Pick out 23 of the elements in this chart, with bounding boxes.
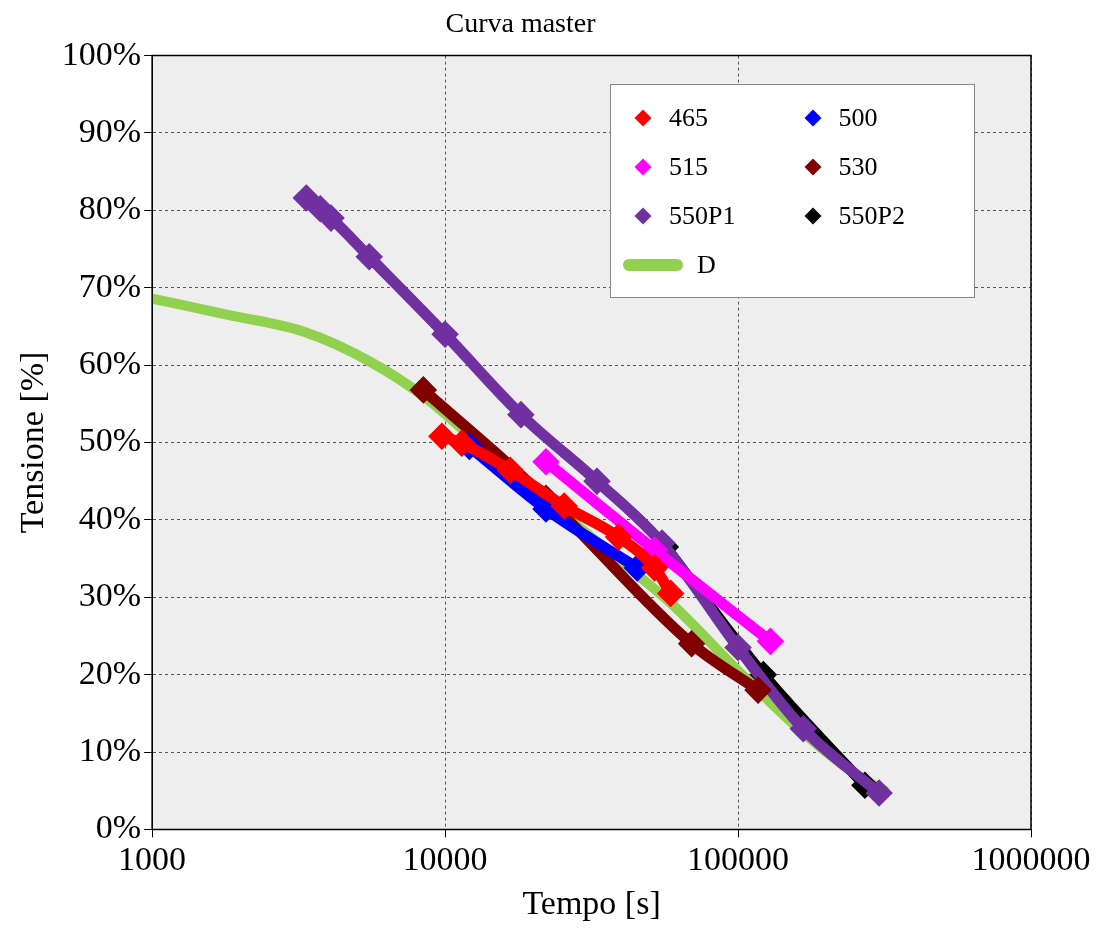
y-tick-label: 50% xyxy=(78,421,142,459)
legend-label: 550P2 xyxy=(838,200,905,231)
y-tick-label: 80% xyxy=(78,189,142,227)
legend-label: 500 xyxy=(838,102,878,133)
legend-label: 530 xyxy=(838,151,878,182)
legend-label: 465 xyxy=(669,102,708,133)
x-tick-label: 100000 xyxy=(687,839,790,877)
y-tick-label: 60% xyxy=(78,344,142,382)
legend-label: 550P1 xyxy=(669,200,736,231)
y-tick-label: 40% xyxy=(78,498,142,536)
legend-label: 515 xyxy=(669,151,708,182)
y-tick-label: 90% xyxy=(78,111,142,149)
y-axis-title: Tensione [%] xyxy=(13,351,51,534)
y-tick-label: 30% xyxy=(78,576,142,614)
chart-title: Curva master xyxy=(445,7,597,39)
x-tick-label: 1000000 xyxy=(971,839,1091,877)
y-tick-label: 100% xyxy=(61,34,142,72)
y-tick-label: 20% xyxy=(78,653,142,691)
y-tick-label: 10% xyxy=(78,730,142,768)
x-axis-title: Tempo [s] xyxy=(522,883,661,921)
legend-label: D xyxy=(697,249,716,280)
y-tick-label: 70% xyxy=(78,266,142,304)
x-tick-label: 10000 xyxy=(402,839,488,877)
